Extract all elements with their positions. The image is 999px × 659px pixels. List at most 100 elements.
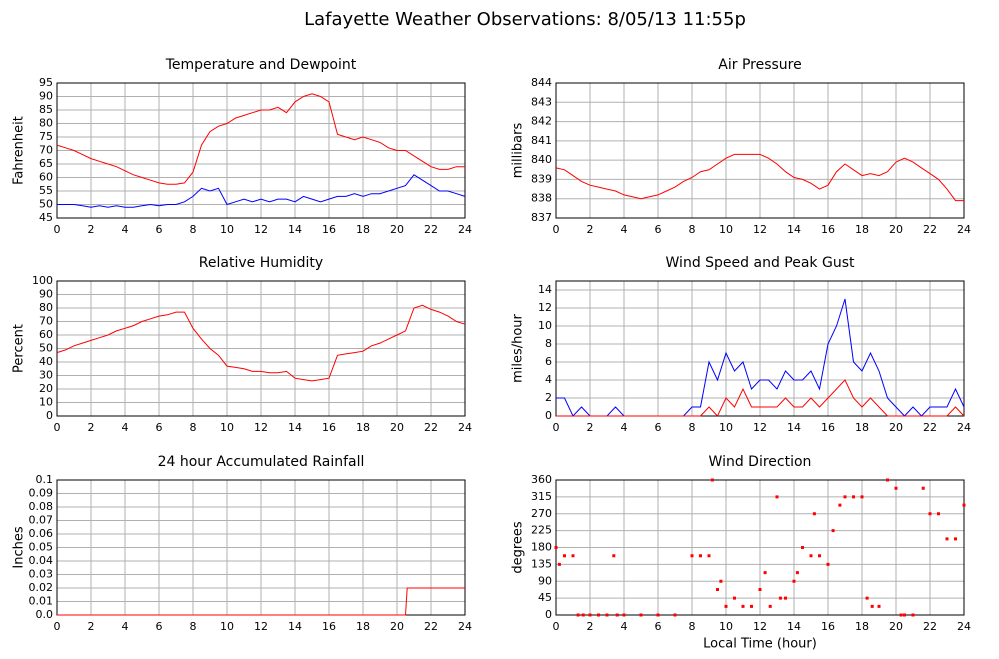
x-tick-label: 12 <box>753 223 767 236</box>
x-tick-label: 20 <box>390 223 404 236</box>
data-point <box>673 613 677 617</box>
data-point <box>724 604 728 608</box>
x-tick-label: 12 <box>753 421 767 434</box>
x-tick-label: 2 <box>587 421 594 434</box>
x-tick-label: 4 <box>621 223 628 236</box>
data-point <box>690 554 694 558</box>
y-tick-label: 0.09 <box>29 487 54 500</box>
data-point <box>615 613 619 617</box>
x-tick-label: 10 <box>220 620 234 633</box>
data-line <box>56 304 466 382</box>
y-tick-label: 0 <box>545 409 552 422</box>
y-tick-label: 14 <box>538 283 552 296</box>
x-tick-label: 24 <box>458 223 472 236</box>
data-point <box>860 495 864 499</box>
x-tick-label: 0 <box>553 620 560 633</box>
y-tick-label: 0.0 <box>36 608 54 621</box>
y-tick-label: 100 <box>32 274 53 287</box>
y-tick-label: 270 <box>531 507 552 520</box>
x-tick-label: 24 <box>458 421 472 434</box>
x-tick-label: 22 <box>923 223 937 236</box>
y-tick-label: 225 <box>531 524 552 537</box>
data-point <box>818 554 821 558</box>
x-tick-label: 4 <box>122 620 129 633</box>
y-axis-label: Inches <box>12 526 27 568</box>
data-point <box>852 495 855 499</box>
data-point <box>707 554 711 558</box>
x-tick-label: 0 <box>54 620 61 633</box>
data-point <box>877 604 881 608</box>
data-point <box>699 554 702 558</box>
data-point <box>719 579 723 583</box>
x-tick-label: 8 <box>689 421 696 434</box>
x-tick-label: 18 <box>356 223 370 236</box>
data-point <box>710 478 714 482</box>
x-tick-label: 4 <box>621 421 628 434</box>
y-tick-label: 6 <box>545 355 552 368</box>
x-tick-label: 16 <box>821 223 835 236</box>
plot-frame <box>555 280 965 417</box>
x-tick-label: 24 <box>957 223 971 236</box>
plot-frame <box>56 82 466 219</box>
y-tick-label: 837 <box>531 211 552 224</box>
data-point <box>784 596 787 600</box>
x-tick-label: 16 <box>821 421 835 434</box>
x-tick-label: 10 <box>220 421 234 434</box>
x-tick-label: 16 <box>322 223 336 236</box>
x-tick-label: 6 <box>156 421 163 434</box>
data-point <box>792 579 796 583</box>
data-point <box>775 495 779 499</box>
x-tick-label: 14 <box>787 421 801 434</box>
y-tick-label: 80 <box>39 117 53 130</box>
data-point <box>921 486 925 490</box>
x-tick-label: 16 <box>322 620 336 633</box>
y-tick-label: 85 <box>39 103 53 116</box>
y-tick-label: 0.02 <box>29 581 54 594</box>
y-tick-label: 45 <box>538 591 552 604</box>
data-point <box>962 503 966 507</box>
data-point <box>831 529 835 533</box>
data-point <box>716 588 719 591</box>
y-tick-label: 0.05 <box>29 541 54 554</box>
plot-frame <box>56 280 466 417</box>
data-point <box>903 613 906 617</box>
x-tick-label: 18 <box>356 620 370 633</box>
y-tick-label: 95 <box>39 76 53 89</box>
x-tick-label: 2 <box>88 223 95 236</box>
x-tick-label: 18 <box>855 223 869 236</box>
x-tick-label: 4 <box>621 620 628 633</box>
x-tick-label: 4 <box>122 223 129 236</box>
x-tick-label: 22 <box>424 421 438 434</box>
y-tick-label: 65 <box>39 157 53 170</box>
x-tick-label: 20 <box>390 421 404 434</box>
y-axis-label: miles/hour <box>511 313 526 382</box>
data-point <box>809 554 813 558</box>
y-tick-label: 45 <box>39 211 53 224</box>
data-point <box>597 613 600 617</box>
y-tick-label: 315 <box>531 490 552 503</box>
x-tick-label: 8 <box>190 620 197 633</box>
x-tick-label: 10 <box>719 223 733 236</box>
chart-title: Temperature and Dewpoint <box>165 57 357 73</box>
data-point <box>795 571 799 575</box>
data-point <box>612 554 616 558</box>
x-tick-label: 10 <box>719 421 733 434</box>
x-tick-label: 14 <box>787 620 801 633</box>
x-tick-label: 2 <box>88 421 95 434</box>
y-axis-label: Percent <box>12 324 27 373</box>
data-point <box>954 537 957 541</box>
y-tick-label: 90 <box>39 288 53 301</box>
data-point <box>622 613 626 617</box>
data-point <box>571 554 575 558</box>
x-tick-label: 24 <box>458 620 472 633</box>
data-point <box>870 604 874 608</box>
y-tick-label: 843 <box>531 95 552 108</box>
y-tick-label: 842 <box>531 115 552 128</box>
y-tick-label: 0.08 <box>29 500 54 513</box>
y-axis-label: degrees <box>511 521 526 574</box>
y-tick-label: 2 <box>545 391 552 404</box>
chart-title: 24 hour Accumulated Rainfall <box>158 454 365 470</box>
data-line <box>555 153 964 202</box>
y-tick-label: 0 <box>545 608 552 621</box>
